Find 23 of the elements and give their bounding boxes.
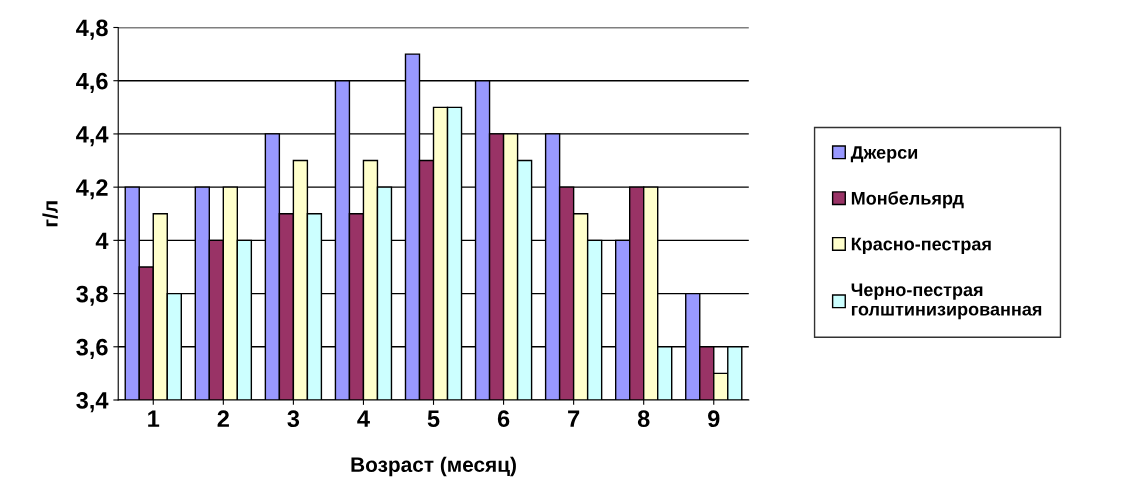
y-tick-label: 4,4 [76,126,109,147]
y-tick-label: 4 [95,232,109,249]
y-tick-label: 4,2 [76,179,108,200]
y-tick-label: 4,8 [76,19,108,40]
x-tick-label: 5 [427,410,440,428]
x-tick-label: 9 [708,410,720,428]
y-tick-label: 3,4 [76,392,109,413]
y-tick-label: 3,6 [76,338,108,359]
x-axis-title: Возраст (месяц) [351,456,516,477]
legend-label: Монбельярд [851,191,964,209]
x-tick-label: 2 [217,410,229,427]
x-tick-label: 6 [497,410,510,428]
y-axis-title: г/л [42,201,58,227]
legend-label: Джерси [850,146,918,163]
x-tick-label: 3 [287,410,300,428]
x-tick-label: 4 [357,410,370,427]
x-tick-label: 8 [637,410,650,428]
legend-label: Красно-пестрая [851,237,991,255]
legend-label: Черно-пестрая голштинизированная [851,283,1042,320]
y-tick-label: 4,6 [76,72,108,93]
x-tick-label: 1 [148,410,160,427]
y-tick-label: 3,8 [76,285,108,306]
x-tick-label: 7 [568,410,580,427]
